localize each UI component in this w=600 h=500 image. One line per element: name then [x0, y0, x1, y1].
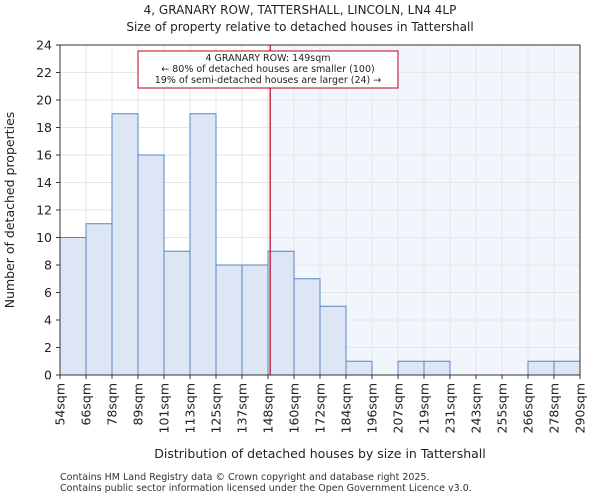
- bar: [345, 360, 373, 376]
- x-tick-label: 160sqm: [287, 383, 302, 433]
- bar: [527, 360, 555, 376]
- x-axis: 54sqm 66sqm 78sqm 89sqm 101sqm 113sqm 125sqm 13…: [53, 375, 588, 433]
- footer: Contains HM Land Registry data © Crown c…: [60, 472, 472, 494]
- x-tick-label: 278sqm: [547, 383, 562, 433]
- bars: [59, 113, 581, 376]
- chart-title: 4, GRANARY ROW, TATTERSHALL, LINCOLN, LN…: [143, 3, 457, 17]
- bar: [319, 305, 347, 376]
- y-tick-label: 0: [44, 368, 52, 383]
- y-tick-label: 22: [36, 65, 52, 80]
- x-tick-label: 219sqm: [417, 383, 432, 433]
- x-tick-label: 255sqm: [495, 383, 510, 433]
- annotation-box: 4 GRANARY ROW: 149sqm ← 80% of detached …: [137, 50, 399, 89]
- x-tick-label: 172sqm: [313, 383, 328, 433]
- y-tick-label: 14: [36, 175, 52, 190]
- y-tick-label: 20: [36, 93, 52, 108]
- y-tick-label: 10: [36, 230, 52, 245]
- bar: [553, 360, 581, 376]
- bar: [137, 154, 165, 376]
- y-tick-label: 12: [36, 203, 52, 218]
- bar: [267, 250, 295, 376]
- chart-title-block: 4, GRANARY ROW, TATTERSHALL, LINCOLN, LN…: [0, 2, 600, 36]
- footer-copyright: Contains HM Land Registry data © Crown c…: [60, 472, 430, 483]
- y-tick-label: 2: [44, 340, 52, 355]
- annotation-title: 4 GRANARY ROW: 149sqm: [205, 53, 330, 64]
- chart-subtitle: Size of property relative to detached ho…: [126, 20, 474, 34]
- bar: [85, 223, 113, 376]
- y-tick-label: 16: [36, 148, 52, 163]
- x-tick-label: 78sqm: [105, 383, 120, 426]
- bar: [241, 264, 269, 376]
- x-tick-label: 231sqm: [443, 383, 458, 433]
- x-tick-label: 89sqm: [131, 383, 146, 426]
- footer-licence: Contains public sector information licen…: [60, 483, 472, 494]
- y-tick-label: 6: [44, 285, 52, 300]
- bar: [163, 250, 191, 376]
- x-tick-label: 290sqm: [573, 383, 588, 433]
- bar: [397, 360, 425, 376]
- bar: [111, 113, 139, 376]
- x-tick-label: 148sqm: [261, 383, 276, 433]
- y-tick-label: 18: [36, 120, 52, 135]
- x-tick-label: 184sqm: [339, 383, 354, 433]
- x-tick-label: 266sqm: [521, 383, 536, 433]
- x-tick-label: 125sqm: [209, 383, 224, 433]
- x-tick-label: 101sqm: [157, 383, 172, 433]
- bar: [215, 264, 243, 376]
- x-tick-label: 207sqm: [391, 383, 406, 433]
- x-axis-label: Distribution of detached houses by size …: [154, 446, 485, 461]
- annotation-larger: 19% of semi-detached houses are larger (…: [155, 75, 382, 86]
- y-tick-label: 4: [44, 313, 52, 328]
- bar: [423, 360, 451, 376]
- y-tick-label: 24: [36, 38, 52, 53]
- x-tick-label: 137sqm: [235, 383, 250, 433]
- y-axis-label: Number of detached properties: [2, 112, 17, 309]
- y-tick-label: 8: [44, 258, 52, 273]
- x-tick-label: 243sqm: [469, 383, 484, 433]
- x-tick-label: 113sqm: [183, 383, 198, 433]
- bar: [293, 278, 321, 376]
- annotation-border: [137, 50, 399, 89]
- bar: [189, 113, 217, 376]
- x-tick-label: 66sqm: [79, 383, 94, 426]
- x-tick-label: 196sqm: [365, 383, 380, 433]
- x-tick-label: 54sqm: [53, 383, 68, 426]
- annotation-smaller: ← 80% of detached houses are smaller (10…: [161, 64, 374, 75]
- bar: [59, 237, 87, 376]
